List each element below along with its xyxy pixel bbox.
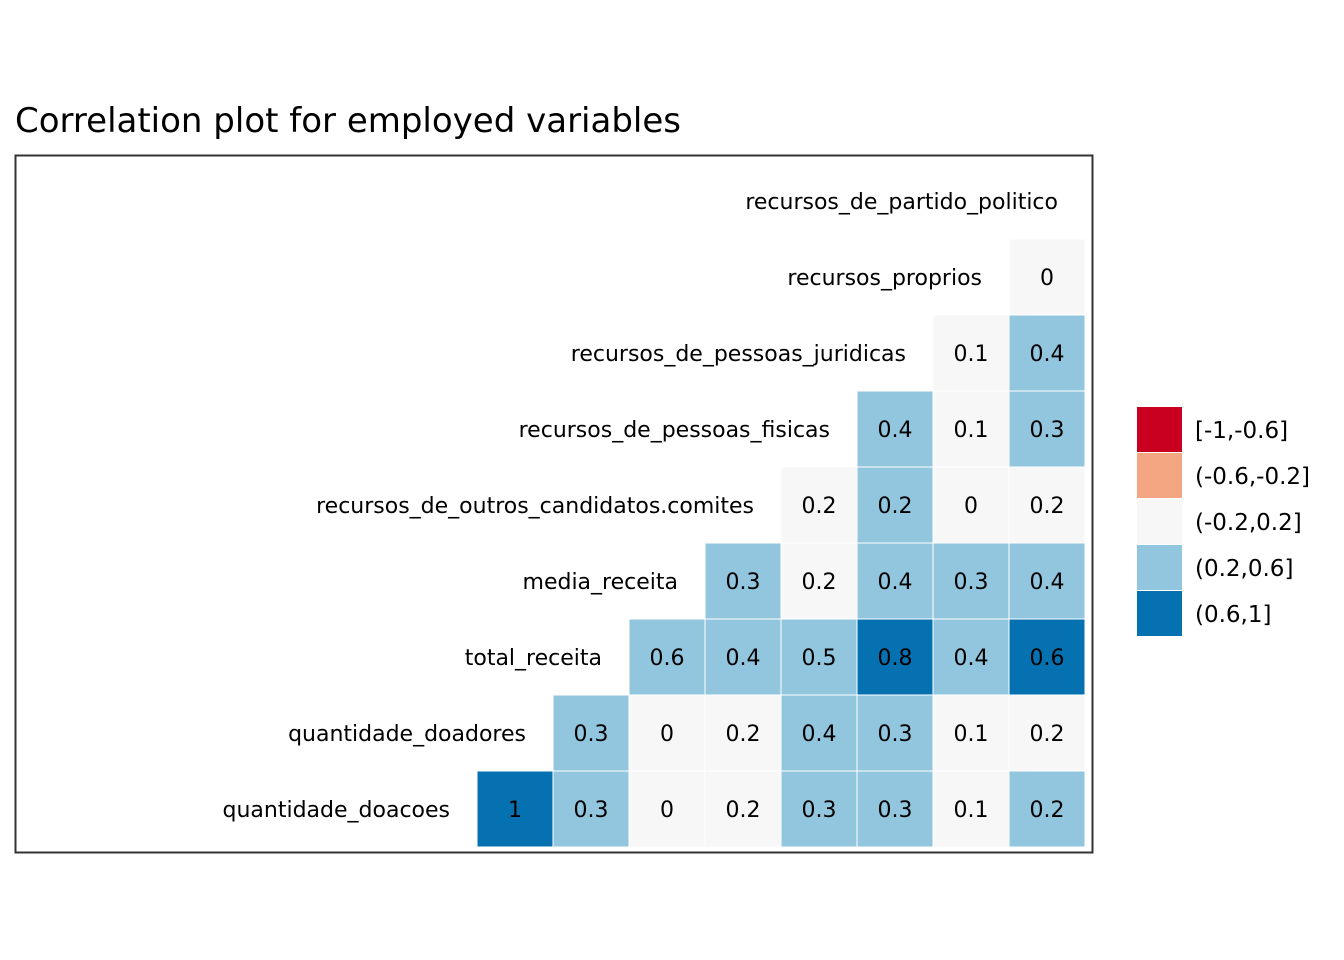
heatmap-cell	[781, 695, 857, 771]
cell-value-label: 0	[660, 798, 674, 823]
cell-value-label: 0.3	[878, 798, 913, 823]
cell-value-label: 0.2	[1030, 722, 1065, 747]
cell-value-label: 0.1	[954, 798, 989, 823]
heatmap-cell	[781, 771, 857, 847]
heatmap-cell	[857, 771, 933, 847]
heatmap-cell	[933, 619, 1009, 695]
legend-label: (0.2,0.6]	[1195, 556, 1293, 582]
heatmap-cell	[781, 619, 857, 695]
legend-label: (-0.2,0.2]	[1195, 510, 1302, 536]
panel-border	[14, 154, 1094, 854]
heatmap-cell	[933, 391, 1009, 467]
cell-value-label: 0.2	[802, 570, 837, 595]
heatmap-cell	[857, 619, 933, 695]
row-label: total_receita	[465, 646, 602, 671]
cell-value-label: 0.3	[1030, 418, 1065, 443]
heatmap-cell	[1009, 543, 1085, 619]
heatmap-cell	[933, 543, 1009, 619]
cells-layer: 0 0.1 0.4 0.4 0.1 0.3 0.2 0.2 0 0.2 0.3 0.2 0.4 0.3 0.…	[477, 239, 1085, 847]
row-label: recursos_de_pessoas_juridicas	[571, 342, 906, 367]
cell-value-label: 0.3	[878, 722, 913, 747]
heatmap-cell	[629, 771, 705, 847]
heatmap-cell	[1009, 695, 1085, 771]
cell-value-label: 0.2	[1030, 798, 1065, 823]
heatmap-cell	[1009, 391, 1085, 467]
legend-swatch	[1137, 453, 1182, 498]
cell-value-label: 0.3	[802, 798, 837, 823]
cell-value-label: 0.8	[878, 646, 913, 671]
cell-value-label: 0.1	[954, 722, 989, 747]
legend-swatch	[1137, 407, 1182, 452]
heatmap-cell	[857, 543, 933, 619]
heatmap-cell	[553, 771, 629, 847]
heatmap-cell	[705, 771, 781, 847]
heatmap-cell	[705, 619, 781, 695]
cell-value-label: 0.1	[954, 418, 989, 443]
heatmap-cell	[933, 467, 1009, 543]
legend-swatch	[1137, 499, 1182, 544]
cell-value-label: 1	[508, 798, 522, 823]
row-label: quantidade_doadores	[288, 722, 526, 747]
heatmap-cell	[629, 695, 705, 771]
row-label: recursos_proprios	[787, 266, 982, 291]
heatmap-cell	[553, 695, 629, 771]
cell-value-label: 0.2	[878, 494, 913, 519]
heatmap-cell	[1009, 619, 1085, 695]
cell-value-label: 0.6	[650, 646, 685, 671]
legend: [-1,-0.6] (-0.6,-0.2] (-0.2,0.2] (0.2,0.6] (…	[1137, 407, 1310, 636]
cell-value-label: 0.3	[574, 798, 609, 823]
heatmap-cell	[1009, 467, 1085, 543]
cell-value-label: 0	[1040, 266, 1054, 291]
heatmap-cell	[933, 695, 1009, 771]
heatmap-cell	[1009, 239, 1085, 315]
cell-value-label: 0	[964, 494, 978, 519]
cell-value-label: 0.5	[802, 646, 837, 671]
cell-value-label: 0.4	[726, 646, 761, 671]
heatmap-cell	[1009, 771, 1085, 847]
heatmap-cell	[781, 543, 857, 619]
cell-value-label: 0.4	[1030, 570, 1065, 595]
heatmap-cell	[705, 695, 781, 771]
cell-value-label: 0.3	[574, 722, 609, 747]
heatmap-cell	[629, 619, 705, 695]
cell-value-label: 0.2	[726, 722, 761, 747]
row-label: quantidade_doacoes	[223, 798, 450, 823]
row-labels-layer: recursos_de_partido_politico recursos_pro…	[223, 190, 1058, 823]
heatmap-cell	[1009, 315, 1085, 391]
row-label: recursos_de_outros_candidatos.comites	[316, 494, 754, 519]
heatmap-cell	[857, 467, 933, 543]
chart-title: Correlation plot for employed variables	[15, 101, 681, 141]
cell-value-label: 0.4	[1030, 342, 1065, 367]
cell-value-label: 0.2	[1030, 494, 1065, 519]
legend-label: [-1,-0.6]	[1195, 418, 1288, 444]
legend-swatch	[1137, 545, 1182, 590]
cell-value-label: 0.6	[1030, 646, 1065, 671]
cell-value-label: 0	[660, 722, 674, 747]
heatmap-cell	[933, 771, 1009, 847]
heatmap-cell	[933, 315, 1009, 391]
cell-value-label: 0.4	[878, 418, 913, 443]
cell-value-label: 0.4	[802, 722, 837, 747]
heatmap-cell	[857, 391, 933, 467]
heatmap-cell	[705, 543, 781, 619]
legend-label: (0.6,1]	[1195, 602, 1271, 628]
cell-value-label: 0.4	[878, 570, 913, 595]
cell-value-label: 0.4	[954, 646, 989, 671]
cell-value-label: 0.2	[802, 494, 837, 519]
row-label: recursos_de_partido_politico	[745, 190, 1058, 215]
row-label: recursos_de_pessoas_fisicas	[519, 418, 830, 443]
row-label: media_receita	[523, 570, 678, 595]
cell-value-label: 0.2	[726, 798, 761, 823]
legend-swatch	[1137, 591, 1182, 636]
heatmap-cell	[781, 467, 857, 543]
cell-value-label: 0.3	[954, 570, 989, 595]
cell-value-label: 0.1	[954, 342, 989, 367]
heatmap-cell	[477, 771, 553, 847]
legend-label: (-0.6,-0.2]	[1195, 464, 1310, 490]
heatmap-cell	[857, 695, 933, 771]
cell-value-label: 0.3	[726, 570, 761, 595]
